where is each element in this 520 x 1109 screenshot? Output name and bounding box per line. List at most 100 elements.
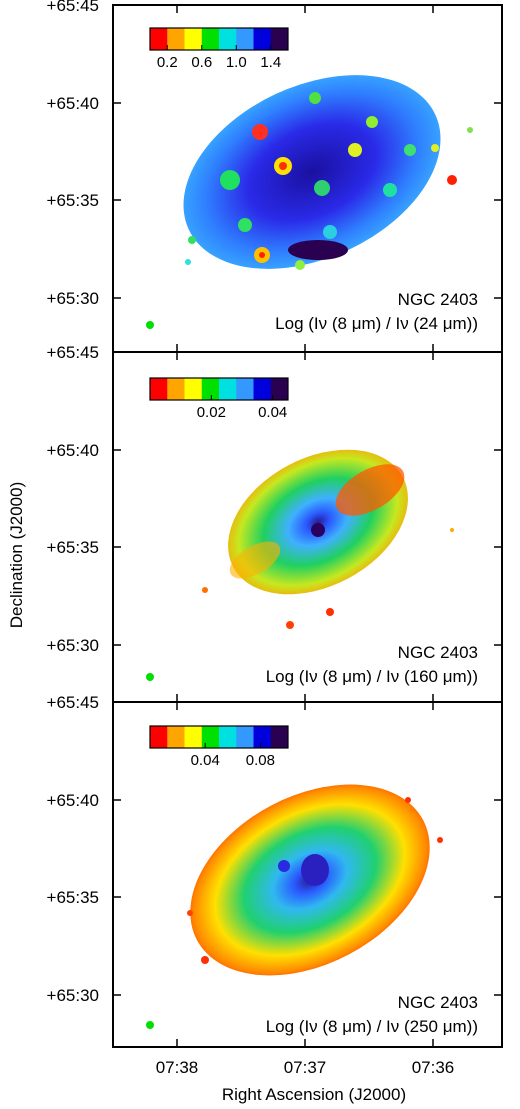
x-axis-label: Right Ascension (J2000) bbox=[222, 1085, 406, 1104]
colorbar-swatch bbox=[150, 378, 168, 400]
y-tick-label: +65:35 bbox=[47, 538, 99, 557]
emission-clump bbox=[348, 143, 362, 157]
emission-clump bbox=[238, 218, 252, 232]
colorbar-tick-label: 0.04 bbox=[258, 404, 287, 421]
colorbar-swatch bbox=[270, 726, 289, 748]
emission-clump bbox=[383, 183, 397, 197]
galaxy-disk bbox=[183, 75, 441, 269]
colorbar-swatch bbox=[167, 378, 185, 400]
colorbar-swatch bbox=[167, 28, 185, 50]
colorbar-frame bbox=[149, 377, 289, 401]
colorbar-2: 0.02 0.04 bbox=[149, 377, 289, 421]
beam-marker bbox=[146, 1021, 154, 1029]
outlying-source bbox=[185, 259, 191, 265]
emission-clump bbox=[314, 180, 330, 196]
y-tick-label: +65:45 bbox=[47, 343, 99, 362]
plot-frame bbox=[112, 701, 503, 1048]
object-label: NGC 2403 bbox=[398, 290, 478, 309]
outlying-source bbox=[405, 797, 411, 803]
beam-marker bbox=[146, 321, 154, 329]
galaxy-map-1 bbox=[146, 75, 473, 329]
outlying-source bbox=[187, 910, 193, 916]
outlying-source bbox=[431, 144, 439, 152]
x-tick-label: 07:36 bbox=[412, 1058, 455, 1077]
y-tick-label: +65:40 bbox=[47, 791, 99, 810]
x-tick-labels: 07:38 07:37 07:36 bbox=[156, 1058, 455, 1077]
nucleus bbox=[301, 854, 329, 886]
colorbar-swatch bbox=[184, 28, 203, 50]
outlying-source bbox=[437, 837, 443, 843]
beam-marker bbox=[146, 673, 154, 681]
colorbar-swatch bbox=[270, 378, 289, 400]
colorbar-swatch bbox=[236, 378, 254, 400]
emission-clump bbox=[295, 260, 305, 270]
colorbar-3: 0.04 0.08 bbox=[149, 725, 289, 769]
colorbar-tick-label: 0.6 bbox=[191, 54, 212, 71]
ratio-label: Log (Iν (8 μm) / Iν (250 μm)) bbox=[266, 1017, 478, 1036]
colorbar-swatch bbox=[219, 726, 237, 748]
ratio-label: Log (Iν (8 μm) / Iν (160 μm)) bbox=[266, 667, 478, 686]
outer-arm bbox=[229, 541, 281, 579]
colorbar-swatch bbox=[253, 378, 272, 400]
nucleus bbox=[311, 523, 325, 537]
colorbar-swatch bbox=[201, 28, 220, 50]
colorbar-swatch bbox=[270, 28, 289, 50]
object-label: NGC 2403 bbox=[398, 643, 478, 662]
outlying-source bbox=[467, 127, 473, 133]
colorbar-swatch bbox=[253, 726, 272, 748]
y-tick-label: +65:30 bbox=[47, 636, 99, 655]
x-tick-label: 07:38 bbox=[156, 1058, 199, 1077]
ratio-label: Log (Iν (8 μm) / Iν (24 μm)) bbox=[275, 314, 478, 333]
emission-clump bbox=[279, 162, 287, 170]
axes: +65:45+65:40+65:35+65:30+65:45+65:40+65:… bbox=[47, 0, 503, 1077]
y-tick-label: +65:30 bbox=[47, 986, 99, 1005]
object-label: NGC 2403 bbox=[398, 993, 478, 1012]
emission-clump bbox=[252, 124, 268, 140]
colorbar-swatch bbox=[236, 726, 254, 748]
colorbar-tick-label: 0.2 bbox=[157, 54, 178, 71]
y-tick-label: +65:40 bbox=[47, 94, 99, 113]
colorbar-swatch bbox=[167, 726, 185, 748]
low-ratio-region bbox=[288, 240, 348, 260]
emission-clump bbox=[220, 170, 240, 190]
y-tick-label: +65:45 bbox=[47, 0, 99, 15]
colorbar-swatch bbox=[184, 378, 203, 400]
colorbar-tick-label: 1.4 bbox=[260, 54, 281, 71]
y-tick-label: +65:35 bbox=[47, 888, 99, 907]
y-tick-label: +65:30 bbox=[47, 289, 99, 308]
colorbar-1: 0.2 0.6 1.0 1.4 bbox=[149, 27, 289, 71]
outlying-source bbox=[326, 608, 334, 616]
colorbar-swatch bbox=[150, 726, 168, 748]
panel-1: 0.2 0.6 1.0 1.4 NGC 2403 Log (Iν (8 μm) / I… bbox=[146, 27, 478, 333]
colorbar-tick-label: 0.08 bbox=[246, 752, 275, 769]
panel-2: 0.02 0.04 NGC 2403 Log (Iν (8 μm) / Iν (1… bbox=[146, 377, 478, 686]
panel-3-frame: +65:45 +65:40 +65:35 +65:30 bbox=[47, 693, 503, 1048]
outlying-source bbox=[450, 528, 454, 532]
colorbar-frame bbox=[149, 27, 289, 51]
outer-arm bbox=[335, 464, 405, 516]
nucleus bbox=[278, 860, 290, 872]
galaxy-map-3 bbox=[146, 784, 443, 1029]
colorbar-swatch bbox=[201, 378, 220, 400]
y-tick-label: +65:45 bbox=[47, 693, 99, 712]
colorbar-tick-label: 1.0 bbox=[226, 54, 247, 71]
emission-clump bbox=[259, 252, 265, 258]
emission-clump bbox=[366, 116, 378, 128]
x-tick-label: 07:37 bbox=[284, 1058, 327, 1077]
galaxy-disk bbox=[228, 449, 408, 595]
colorbar-swatch bbox=[219, 28, 237, 50]
galaxy-map-2 bbox=[146, 449, 454, 681]
colorbar-tick-label: 0.04 bbox=[191, 752, 220, 769]
outlying-source bbox=[201, 956, 209, 964]
colorbar-frame bbox=[149, 725, 289, 749]
emission-clump bbox=[323, 225, 337, 239]
outlying-source bbox=[447, 175, 457, 185]
emission-clump bbox=[309, 92, 321, 104]
colorbar-swatch bbox=[236, 28, 254, 50]
y-tick-label: +65:40 bbox=[47, 441, 99, 460]
y-tick-label: +65:35 bbox=[47, 191, 99, 210]
outlying-source bbox=[286, 621, 294, 629]
y-axis-label: Declination (J2000) bbox=[7, 482, 26, 628]
outlying-source bbox=[188, 236, 196, 244]
